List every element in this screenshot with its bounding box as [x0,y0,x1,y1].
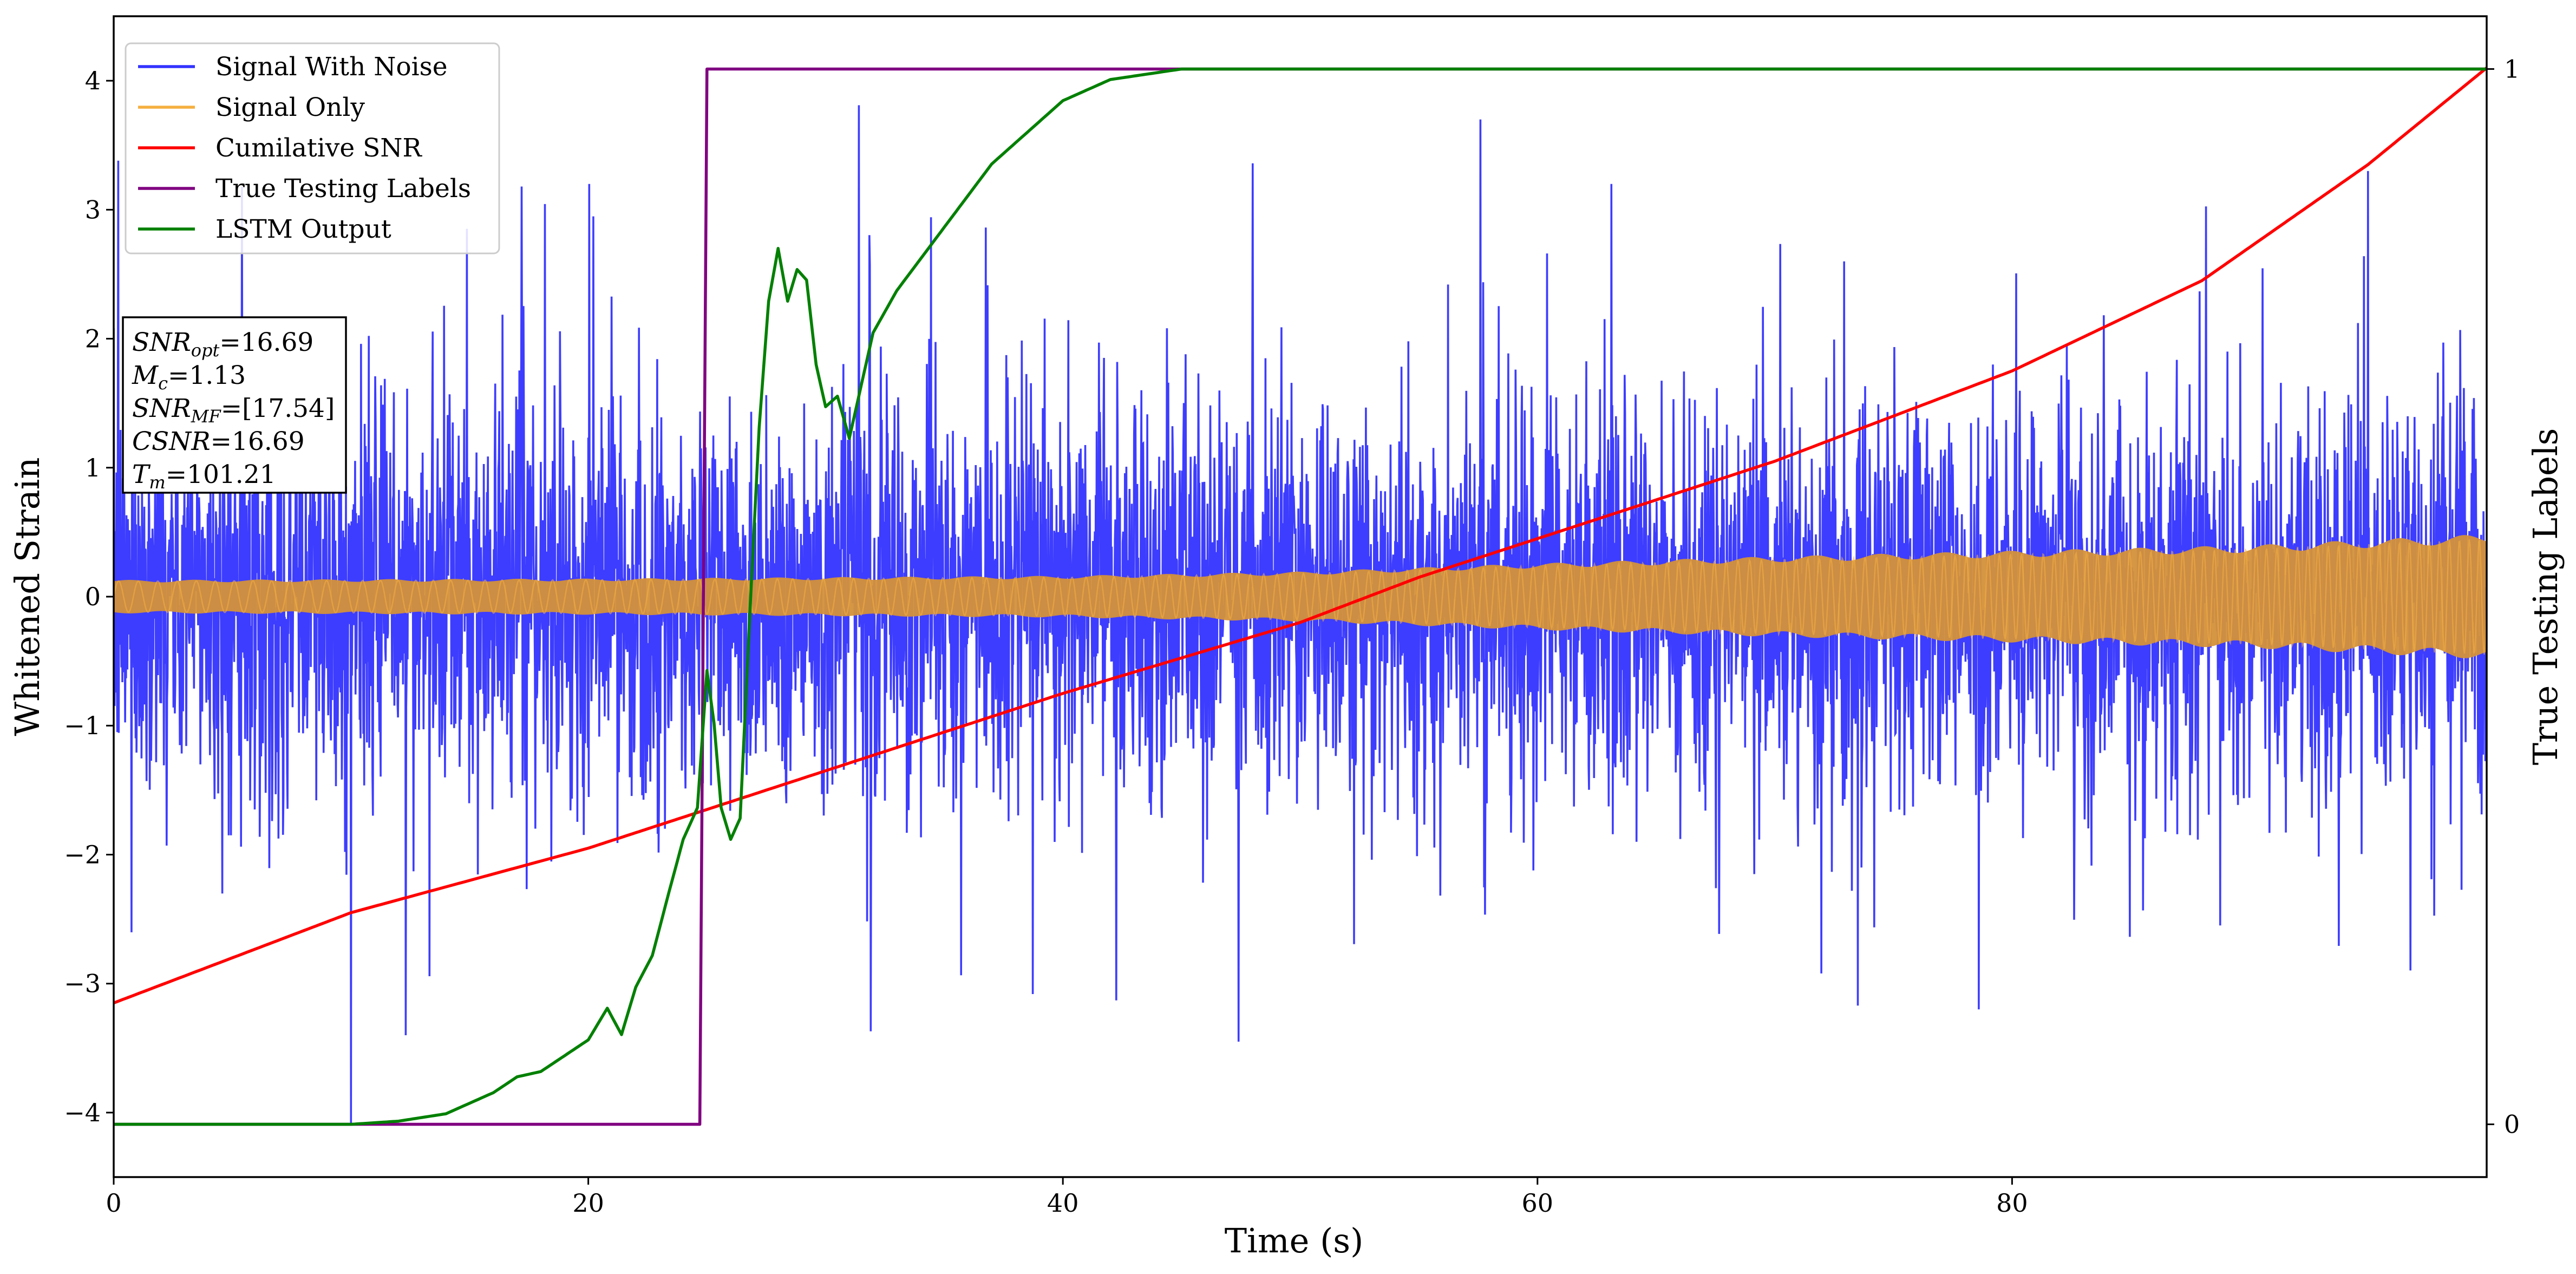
y-tick-label: 4 [85,66,101,95]
x-tick-label: 60 [1522,1188,1554,1218]
y-tick-label: −1 [64,711,101,740]
legend-label: LSTM Output [215,214,391,244]
y-axis-title: Whitened Strain [8,458,47,736]
y-axis-right: 01 [2487,54,2520,1139]
x-axis: 0 20 40 60 80 [106,1177,2028,1218]
legend-label: True Testing Labels [215,174,471,204]
y-tick-label: −2 [64,840,101,869]
legend-label: Cumilative SNR [215,133,422,163]
y-tick-label: 0 [85,582,101,611]
info-line: Mc=1.13 [132,361,246,394]
x-axis-title: Time (s) [1225,1221,1364,1260]
x-tick-label: 80 [1996,1188,2028,1218]
legend-label: Signal With Noise [215,52,448,82]
series-signal-only-oscillation [114,539,2487,655]
y-tick-label: −3 [64,969,101,998]
legend-label: Signal Only [215,93,365,122]
series-lstm-output [114,67,2487,1126]
y-axis-left: −4 −3 −2 −1 0 1 2 3 4 [64,66,114,1127]
series-cumilative-snr [114,67,2487,1004]
legend: Signal With Noise Signal Only Cumilative S… [125,42,500,254]
y2-tick-label: 1 [2504,54,2520,83]
y2-tick-label: 0 [2504,1110,2520,1139]
info-line: Tm=101.21 [132,460,276,493]
y2-axis-title: True Testing Labels [2526,428,2565,766]
series-layer [114,67,2487,1126]
info-line: CSNR=16.69 [132,427,305,456]
y-tick-label: 3 [85,195,101,224]
y-tick-label: 1 [85,453,101,482]
info-box-frame [122,316,347,494]
info-box: SNRopt=16.69Mc=1.13SNRMF=[17.54]CSNR=16.… [122,316,347,494]
legend-entries: Signal With Noise Signal Only Cumilative S… [138,52,471,244]
info-line: SNRMF=[17.54] [132,394,335,427]
x-tick-label: 40 [1047,1188,1079,1218]
legend-box [125,42,500,254]
x-tick-label: 0 [106,1188,121,1218]
info-lines: SNRopt=16.69Mc=1.13SNRMF=[17.54]CSNR=16.… [132,328,335,493]
y-tick-label: 2 [85,324,101,354]
info-line: SNRopt=16.69 [132,328,313,361]
series-signal-with-noise [114,105,2487,1126]
y-tick-label: −4 [64,1098,101,1127]
x-tick-label: 20 [572,1188,604,1218]
